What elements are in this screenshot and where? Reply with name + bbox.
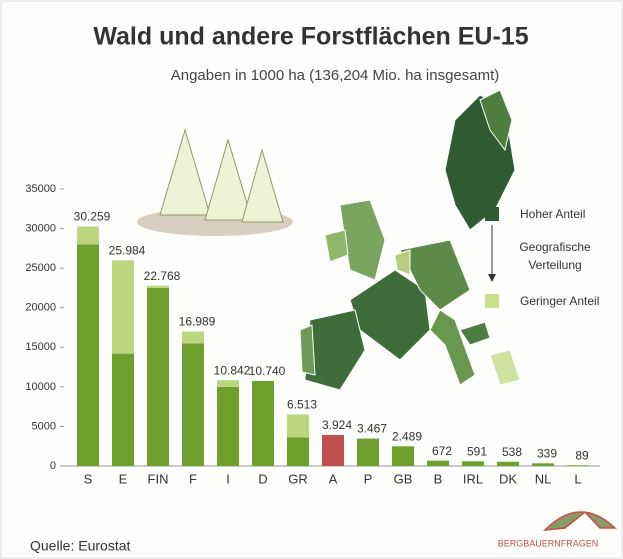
total-label: 3.924 xyxy=(322,418,352,432)
map-legend-swatch xyxy=(485,207,499,221)
logo: BERGBAUERNFRAGEN xyxy=(498,538,599,548)
y-tick-label: 30000 xyxy=(25,222,56,234)
europe-map xyxy=(299,89,521,391)
x-tick-label: A xyxy=(329,471,338,486)
total-label: 672 xyxy=(432,444,452,458)
x-tick-label: F xyxy=(189,471,197,486)
x-tick-label: B xyxy=(434,471,443,486)
x-tick-label: E xyxy=(119,471,128,486)
legend-arrow-head xyxy=(488,274,496,282)
bar-segment xyxy=(287,414,309,438)
tree-illustration xyxy=(137,128,293,236)
map-legend-high: Hoher Anteil xyxy=(520,207,585,221)
y-tick-label: 5000 xyxy=(32,420,56,432)
total-label: 10.740 xyxy=(249,364,286,378)
source: Quelle: Eurostat xyxy=(30,538,130,554)
chart-subtitle: Angaben in 1000 ha (136,204 Mio. ha insg… xyxy=(171,67,500,84)
map-legend-low: Geringer Anteil xyxy=(520,294,599,308)
bar-segment xyxy=(147,287,169,466)
chart-title: Wald und andere Forstflächen EU-15 xyxy=(93,23,528,51)
total-label: 89 xyxy=(575,448,589,462)
bar-segment xyxy=(392,446,414,466)
map-legend-middle: Geografische xyxy=(519,240,591,254)
total-label: 30.259 xyxy=(74,210,111,224)
bar-segment xyxy=(287,437,309,466)
x-tick-label: P xyxy=(364,471,373,486)
total-label: 25.984 xyxy=(109,244,146,258)
bar-segment xyxy=(427,460,449,466)
y-tick-label: 35000 xyxy=(25,183,56,195)
bar-segment xyxy=(217,386,239,466)
bar-segment xyxy=(497,461,519,466)
y-tick-label: 10000 xyxy=(25,381,56,393)
x-tick-label: FIN xyxy=(148,471,169,486)
total-label: 3.467 xyxy=(357,422,387,436)
total-label: 2.489 xyxy=(392,429,422,443)
x-tick-label: IRL xyxy=(463,471,483,486)
x-tick-label: I xyxy=(226,471,230,486)
total-label: 6.513 xyxy=(287,398,317,412)
x-tick-label: GR xyxy=(288,471,308,486)
bar-segment xyxy=(567,465,589,466)
x-tick-label: S xyxy=(84,471,93,486)
x-tick-label: D xyxy=(258,471,267,486)
bar-segment xyxy=(77,244,99,466)
bar-segment xyxy=(462,461,484,466)
y-tick-label: 20000 xyxy=(25,302,56,314)
logo-mark xyxy=(542,510,617,531)
total-label: 591 xyxy=(467,444,487,458)
y-tick-label: 25000 xyxy=(25,262,56,274)
total-label: 16.989 xyxy=(179,315,216,329)
bar-segment xyxy=(147,285,169,288)
bar-segment xyxy=(252,381,274,466)
bar-segment xyxy=(77,226,99,245)
total-label: 10.842 xyxy=(214,363,251,377)
y-tick-label: 0 xyxy=(50,460,56,472)
total-label: 22.768 xyxy=(144,269,181,283)
x-tick-label: GB xyxy=(394,471,413,486)
bar-segment xyxy=(112,260,134,354)
x-tick-label: NL xyxy=(535,471,552,486)
bar-segment xyxy=(322,434,344,466)
total-label: 538 xyxy=(502,445,522,459)
bar-segment xyxy=(217,380,239,387)
map-legend-swatch xyxy=(485,294,499,308)
bar-segment xyxy=(112,353,134,466)
bar-segment xyxy=(357,438,379,466)
bar-segment xyxy=(532,463,554,466)
total-label: 339 xyxy=(537,446,557,460)
x-tick-label: DK xyxy=(499,471,517,486)
x-tick-label: L xyxy=(574,471,581,486)
bar-segment xyxy=(182,331,204,344)
bar-segment xyxy=(182,343,204,466)
map-legend-middle: Verteilung xyxy=(528,258,581,272)
y-tick-label: 15000 xyxy=(25,341,56,353)
